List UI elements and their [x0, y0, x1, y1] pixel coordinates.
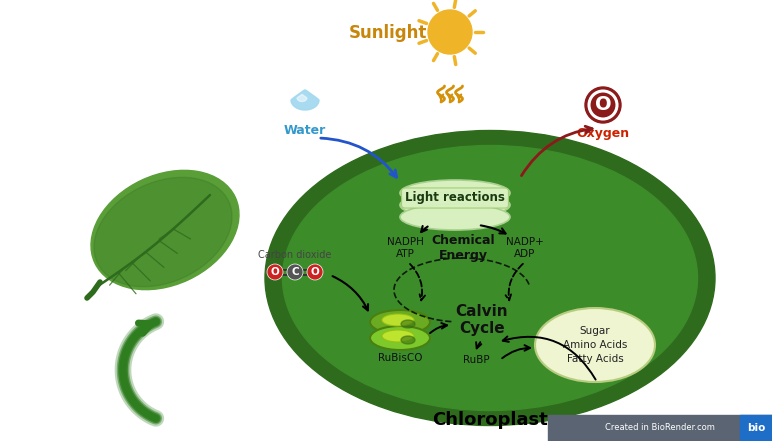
Text: Water: Water: [284, 123, 326, 137]
Ellipse shape: [283, 146, 697, 411]
Polygon shape: [291, 90, 319, 110]
Text: O: O: [271, 267, 279, 277]
Text: NADP+
ADP: NADP+ ADP: [506, 237, 544, 259]
Ellipse shape: [400, 192, 510, 218]
Text: Carbon dioxide: Carbon dioxide: [259, 250, 332, 260]
Text: Oxygen: Oxygen: [577, 127, 629, 139]
Circle shape: [585, 87, 621, 123]
Circle shape: [428, 10, 472, 54]
Text: Sunlight: Sunlight: [349, 24, 427, 42]
Circle shape: [287, 264, 303, 280]
Ellipse shape: [94, 177, 232, 287]
Polygon shape: [297, 94, 307, 101]
Text: Calvin
Cycle: Calvin Cycle: [455, 304, 508, 336]
Text: RuBisCO: RuBisCO: [378, 353, 422, 363]
Ellipse shape: [535, 308, 655, 382]
Text: bio: bio: [747, 423, 765, 433]
Ellipse shape: [401, 336, 415, 344]
Text: Light reactions: Light reactions: [405, 191, 505, 205]
Text: RuBP: RuBP: [462, 355, 489, 365]
FancyBboxPatch shape: [548, 415, 772, 441]
Ellipse shape: [400, 180, 510, 206]
Text: C: C: [291, 267, 299, 277]
Ellipse shape: [401, 320, 415, 328]
Text: Sugar
Amino Acids
Fatty Acids: Sugar Amino Acids Fatty Acids: [563, 326, 627, 364]
Circle shape: [267, 264, 283, 280]
FancyBboxPatch shape: [740, 415, 772, 441]
Text: O: O: [310, 267, 320, 277]
Text: NADPH
ATP: NADPH ATP: [387, 237, 423, 259]
Ellipse shape: [382, 314, 414, 326]
Text: O: O: [594, 96, 611, 115]
Circle shape: [307, 264, 323, 280]
Ellipse shape: [370, 310, 430, 334]
Text: Chemical
Energy: Chemical Energy: [432, 234, 495, 262]
Ellipse shape: [400, 204, 510, 230]
Ellipse shape: [382, 330, 414, 342]
Text: Chloroplast: Chloroplast: [432, 411, 548, 429]
Text: Created in BioRender.com: Created in BioRender.com: [605, 423, 715, 433]
Ellipse shape: [370, 326, 430, 350]
Ellipse shape: [91, 170, 239, 290]
Ellipse shape: [265, 131, 715, 426]
